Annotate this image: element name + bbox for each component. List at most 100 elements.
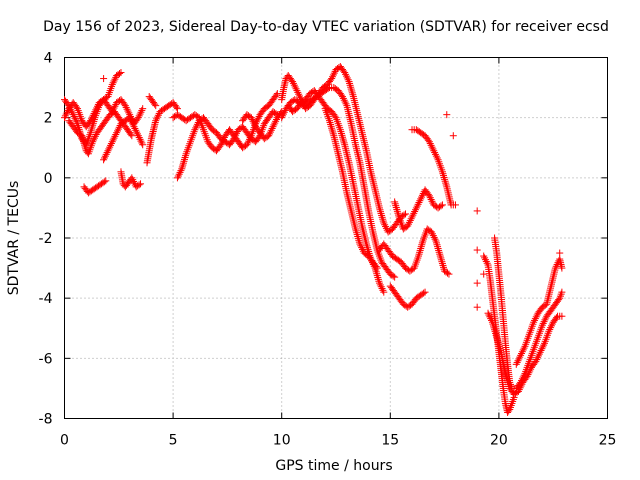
data-point bbox=[289, 78, 297, 86]
data-point bbox=[123, 105, 131, 113]
data-point bbox=[100, 156, 108, 164]
data-point bbox=[409, 211, 417, 219]
data-point bbox=[108, 138, 116, 146]
data-point bbox=[102, 150, 110, 158]
data-point bbox=[139, 105, 147, 113]
data-point bbox=[516, 353, 524, 361]
data-point bbox=[532, 357, 540, 365]
data-point bbox=[89, 138, 97, 146]
data-point bbox=[381, 221, 389, 229]
data-point bbox=[526, 367, 534, 375]
data-point bbox=[330, 69, 338, 77]
data-point bbox=[513, 359, 521, 367]
data-point bbox=[61, 114, 68, 122]
y-axis-label: SDTVAR / TECUs bbox=[6, 181, 22, 296]
chart-title: Day 156 of 2023, Sidereal Day-to-day VTE… bbox=[43, 19, 609, 35]
data-point bbox=[433, 154, 441, 162]
data-point bbox=[540, 341, 548, 349]
data-point bbox=[248, 115, 256, 123]
data-point bbox=[279, 110, 287, 118]
x-tick-label: 0 bbox=[60, 433, 69, 449]
data-point bbox=[532, 313, 540, 321]
data-point bbox=[443, 269, 451, 277]
data-point bbox=[173, 174, 181, 182]
data-point bbox=[94, 102, 102, 110]
data-point bbox=[100, 75, 108, 83]
data-point bbox=[428, 143, 436, 151]
data-point bbox=[247, 114, 255, 122]
data-point bbox=[331, 112, 339, 120]
data-point bbox=[151, 100, 159, 108]
data-point bbox=[128, 132, 136, 140]
data-point bbox=[524, 371, 532, 379]
data-point bbox=[431, 150, 439, 158]
data-point bbox=[246, 134, 254, 142]
data-point bbox=[481, 256, 489, 264]
data-point bbox=[483, 259, 491, 267]
data-point bbox=[558, 312, 566, 320]
data-point bbox=[412, 204, 420, 212]
data-point bbox=[329, 73, 337, 81]
data-point bbox=[172, 103, 180, 111]
data-point bbox=[92, 106, 100, 114]
data-point bbox=[417, 195, 425, 203]
data-point bbox=[292, 85, 300, 93]
data-point bbox=[219, 135, 227, 143]
x-tick-label: 20 bbox=[490, 433, 508, 449]
data-point bbox=[177, 167, 185, 175]
data-point bbox=[481, 254, 489, 262]
data-point bbox=[410, 209, 418, 217]
data-point bbox=[473, 279, 481, 287]
x-tick-label: 10 bbox=[273, 433, 291, 449]
data-point bbox=[488, 316, 496, 324]
data-point bbox=[254, 114, 262, 122]
data-point bbox=[402, 210, 410, 218]
data-point bbox=[473, 207, 481, 215]
data-point bbox=[124, 107, 132, 115]
data-point bbox=[378, 285, 386, 293]
data-point bbox=[295, 90, 303, 98]
data-point bbox=[135, 134, 143, 142]
data-point bbox=[271, 119, 279, 127]
data-point bbox=[265, 132, 273, 140]
data-point bbox=[418, 191, 426, 199]
data-point bbox=[130, 177, 138, 185]
data-point bbox=[128, 119, 136, 127]
data-point bbox=[293, 87, 301, 95]
data-point bbox=[132, 126, 140, 134]
data-points bbox=[61, 63, 566, 416]
data-point bbox=[126, 114, 134, 122]
data-point bbox=[487, 315, 495, 323]
data-point bbox=[480, 252, 488, 260]
data-point bbox=[272, 91, 280, 99]
data-point bbox=[107, 141, 115, 149]
data-point bbox=[116, 70, 124, 78]
data-point bbox=[291, 83, 299, 91]
data-point bbox=[250, 119, 258, 127]
data-point bbox=[115, 123, 123, 131]
data-point bbox=[537, 347, 545, 355]
data-point bbox=[103, 149, 111, 157]
data-point bbox=[514, 387, 522, 395]
data-point bbox=[514, 357, 522, 365]
data-point bbox=[427, 195, 435, 203]
data-point bbox=[525, 369, 533, 377]
data-point bbox=[127, 115, 135, 123]
data-point bbox=[71, 114, 79, 122]
data-point bbox=[380, 288, 388, 296]
data-point bbox=[431, 235, 439, 243]
data-point bbox=[112, 131, 120, 139]
data-point bbox=[377, 283, 385, 291]
data-point bbox=[154, 111, 162, 119]
data-point bbox=[135, 181, 143, 189]
data-point bbox=[267, 126, 275, 134]
data-point bbox=[558, 264, 566, 272]
data-point bbox=[427, 141, 435, 149]
data-point bbox=[426, 194, 434, 202]
x-tick-label: 25 bbox=[599, 433, 617, 449]
data-point bbox=[426, 140, 434, 148]
data-point bbox=[405, 218, 413, 226]
data-point bbox=[451, 201, 459, 209]
